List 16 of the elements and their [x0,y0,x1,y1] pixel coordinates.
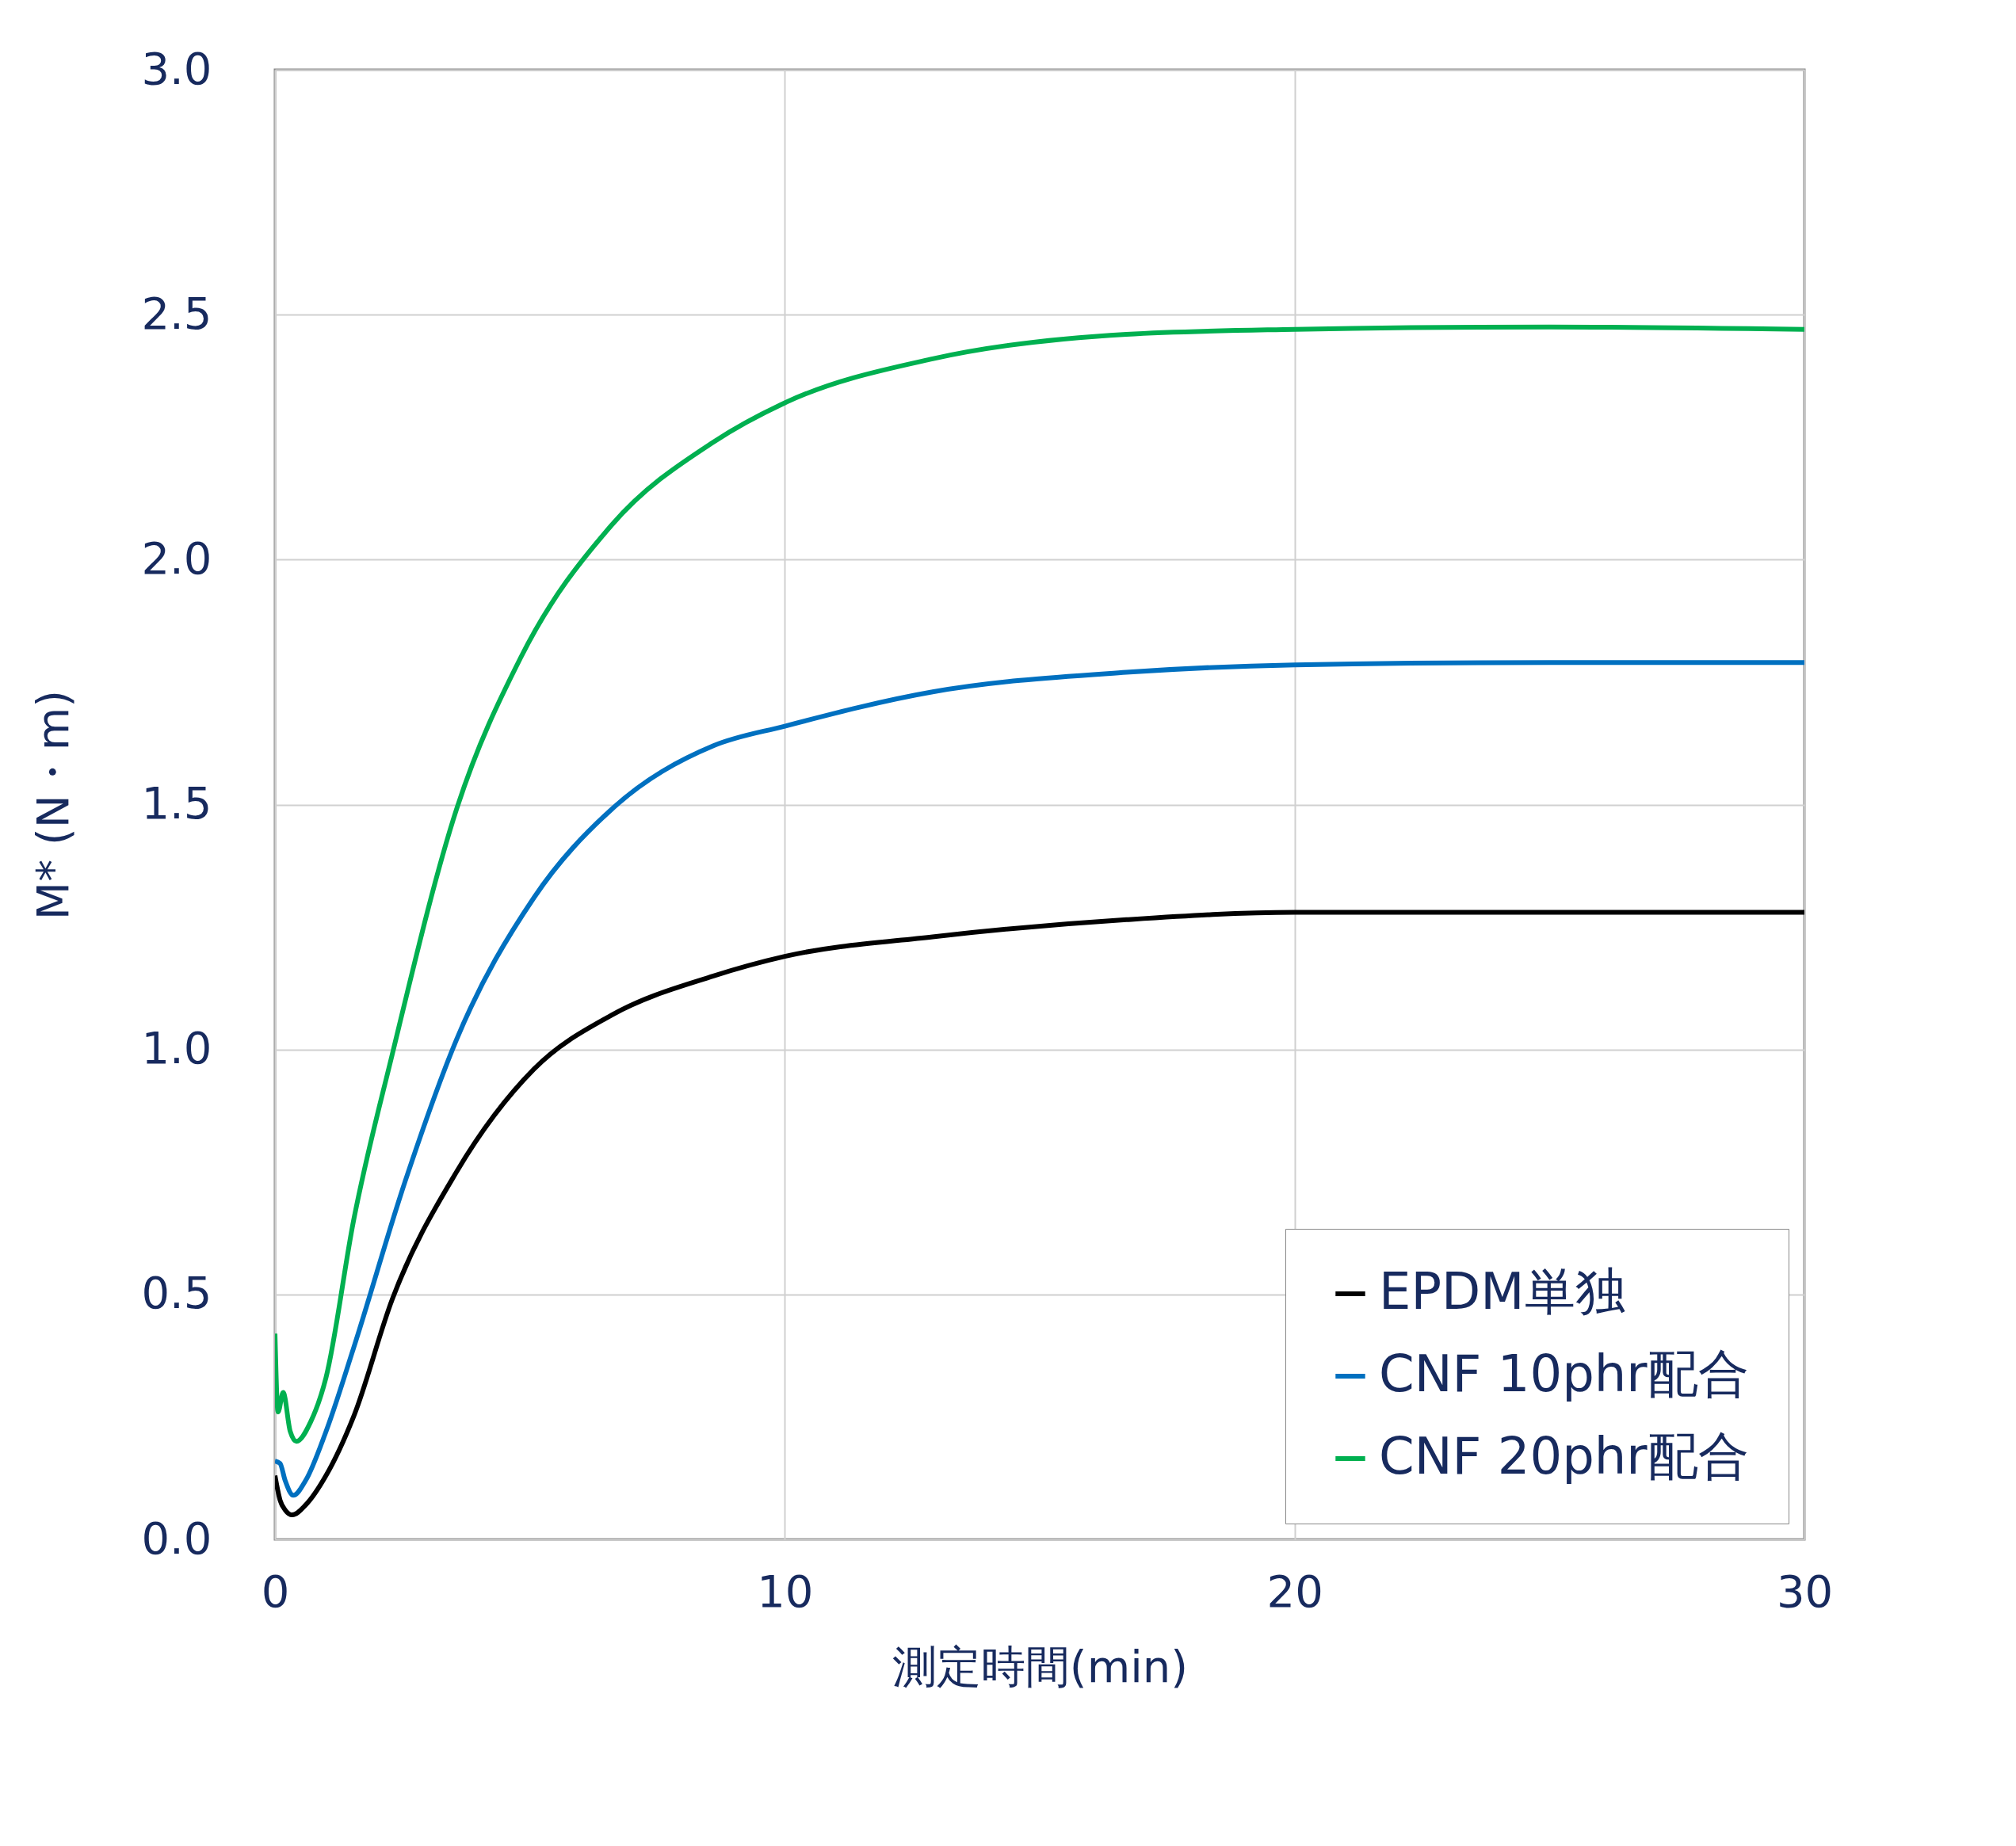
legend-label: CNF 20phr配合 [1379,1427,1749,1486]
x-tick-label: 20 [1266,1565,1323,1617]
x-tick-label: 30 [1776,1565,1834,1617]
x-tick-label: 0 [261,1565,290,1617]
legend-label: CNF 10phr配合 [1379,1344,1749,1403]
y-axis-title: M* (N・m) [27,689,79,921]
y-tick-label: 1.5 [141,777,212,829]
y-tick-label: 2.5 [141,287,212,339]
x-tick-label: 10 [757,1565,814,1617]
legend-label: EPDM単独 [1379,1262,1626,1321]
y-tick-label: 0.5 [141,1267,212,1319]
y-tick-label: 0.0 [141,1512,212,1564]
y-tick-label: 2.0 [141,532,212,584]
y-tick-label: 3.0 [141,42,212,94]
x-axis-title: 測定時間(min) [892,1640,1189,1692]
y-tick-label: 1.0 [141,1022,212,1074]
